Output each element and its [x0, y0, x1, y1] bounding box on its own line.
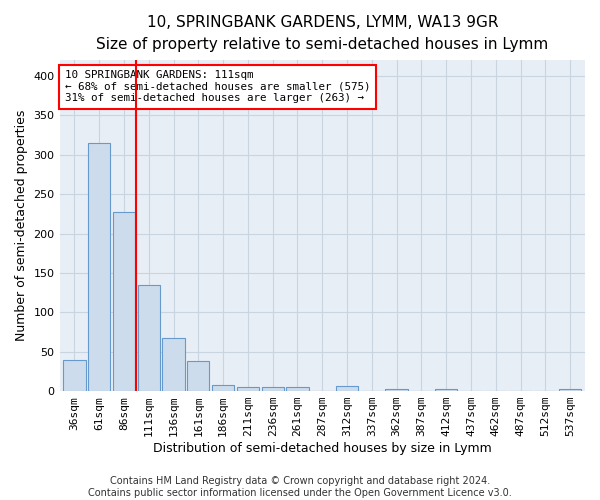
- Bar: [88, 143, 110, 391]
- Title: 10, SPRINGBANK GARDENS, LYMM, WA13 9GR
Size of property relative to semi-detache: 10, SPRINGBANK GARDENS, LYMM, WA13 9GR S…: [96, 15, 548, 52]
- Bar: [435, 388, 457, 391]
- Bar: [336, 386, 358, 391]
- Bar: [187, 361, 209, 391]
- Bar: [63, 360, 86, 391]
- Bar: [137, 285, 160, 391]
- X-axis label: Distribution of semi-detached houses by size in Lymm: Distribution of semi-detached houses by …: [153, 442, 491, 455]
- Y-axis label: Number of semi-detached properties: Number of semi-detached properties: [15, 110, 28, 342]
- Text: Contains HM Land Registry data © Crown copyright and database right 2024.
Contai: Contains HM Land Registry data © Crown c…: [88, 476, 512, 498]
- Bar: [262, 387, 284, 391]
- Bar: [385, 388, 408, 391]
- Text: 10 SPRINGBANK GARDENS: 111sqm
← 68% of semi-detached houses are smaller (575)
31: 10 SPRINGBANK GARDENS: 111sqm ← 68% of s…: [65, 70, 370, 103]
- Bar: [163, 338, 185, 391]
- Bar: [212, 385, 234, 391]
- Bar: [237, 387, 259, 391]
- Bar: [113, 212, 135, 391]
- Bar: [286, 387, 308, 391]
- Bar: [559, 388, 581, 391]
